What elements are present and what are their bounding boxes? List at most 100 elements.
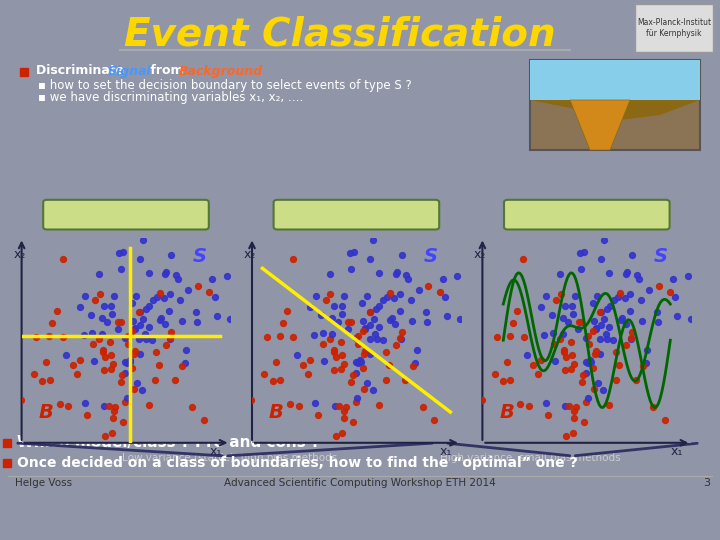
Point [344,248,356,257]
Point [361,379,373,387]
Point [582,393,593,402]
Point [353,340,364,348]
Point [635,295,647,304]
Text: Background: Background [179,64,263,78]
Point [603,400,615,409]
Point [364,334,375,343]
Point [567,351,578,360]
Point [89,356,100,365]
Point [532,370,544,379]
Point [620,320,631,328]
Point [371,335,382,343]
Point [154,316,166,325]
Point [566,364,577,373]
Text: x₂: x₂ [13,248,26,261]
Point [329,402,341,410]
Point [594,308,606,316]
Point [550,296,562,305]
Point [580,358,592,367]
Point [103,401,114,410]
Point [598,235,609,244]
Point [643,286,654,295]
Text: High variance, small bias methods: High variance, small bias methods [440,453,621,463]
Point [582,359,594,367]
Point [615,289,626,298]
Point [549,356,561,365]
Point [67,360,78,369]
Point [343,318,354,327]
Text: x₂: x₂ [243,248,256,261]
Point [74,355,86,364]
Point [624,306,636,315]
Text: from: from [146,64,188,78]
Point [501,358,513,367]
Point [667,275,679,284]
Point [338,292,350,301]
Point [588,363,599,372]
Point [97,345,109,354]
Point [336,301,348,310]
Point [400,376,411,384]
Point [224,315,235,323]
Point [159,320,171,328]
Point [521,350,533,359]
Point [672,312,683,321]
Point [96,314,107,322]
Point [395,334,406,342]
Point [554,334,566,343]
Point [364,255,376,264]
Point [190,308,202,316]
Point [611,347,622,356]
Polygon shape [530,100,700,120]
Point [51,307,63,316]
Point [79,398,91,407]
Point [601,305,613,314]
Text: x₂: x₂ [474,248,487,261]
Point [575,265,587,273]
Point [261,333,272,341]
Point [315,311,327,320]
Point [583,340,595,348]
Point [554,270,566,279]
Point [382,293,393,302]
Point [182,286,194,295]
Point [371,305,382,314]
Point [603,323,615,332]
Point [577,370,589,379]
Point [611,376,622,384]
Text: x₁: x₁ [440,445,452,458]
Point [548,340,559,348]
Point [57,255,68,264]
Point [557,330,568,339]
Point [428,416,440,424]
Point [172,275,184,284]
Point [589,350,600,359]
Point [324,270,336,279]
Point [347,418,359,427]
Point [422,318,433,326]
Point [133,334,145,343]
Point [377,295,389,304]
Point [297,360,309,369]
Point [122,332,133,340]
Point [651,308,662,316]
Point [320,296,331,305]
Point [348,247,359,256]
Point [163,306,175,315]
Point [630,376,642,384]
Point [120,334,131,342]
Point [282,307,293,316]
Point [567,429,578,437]
Point [126,299,138,307]
Point [406,316,418,325]
Point [400,271,412,279]
Point [143,323,154,332]
Point [124,356,135,364]
Point [117,370,128,379]
Point [106,429,117,437]
Point [94,290,106,299]
Point [633,275,644,284]
Point [310,398,321,407]
Point [417,403,428,412]
Point [78,331,89,340]
